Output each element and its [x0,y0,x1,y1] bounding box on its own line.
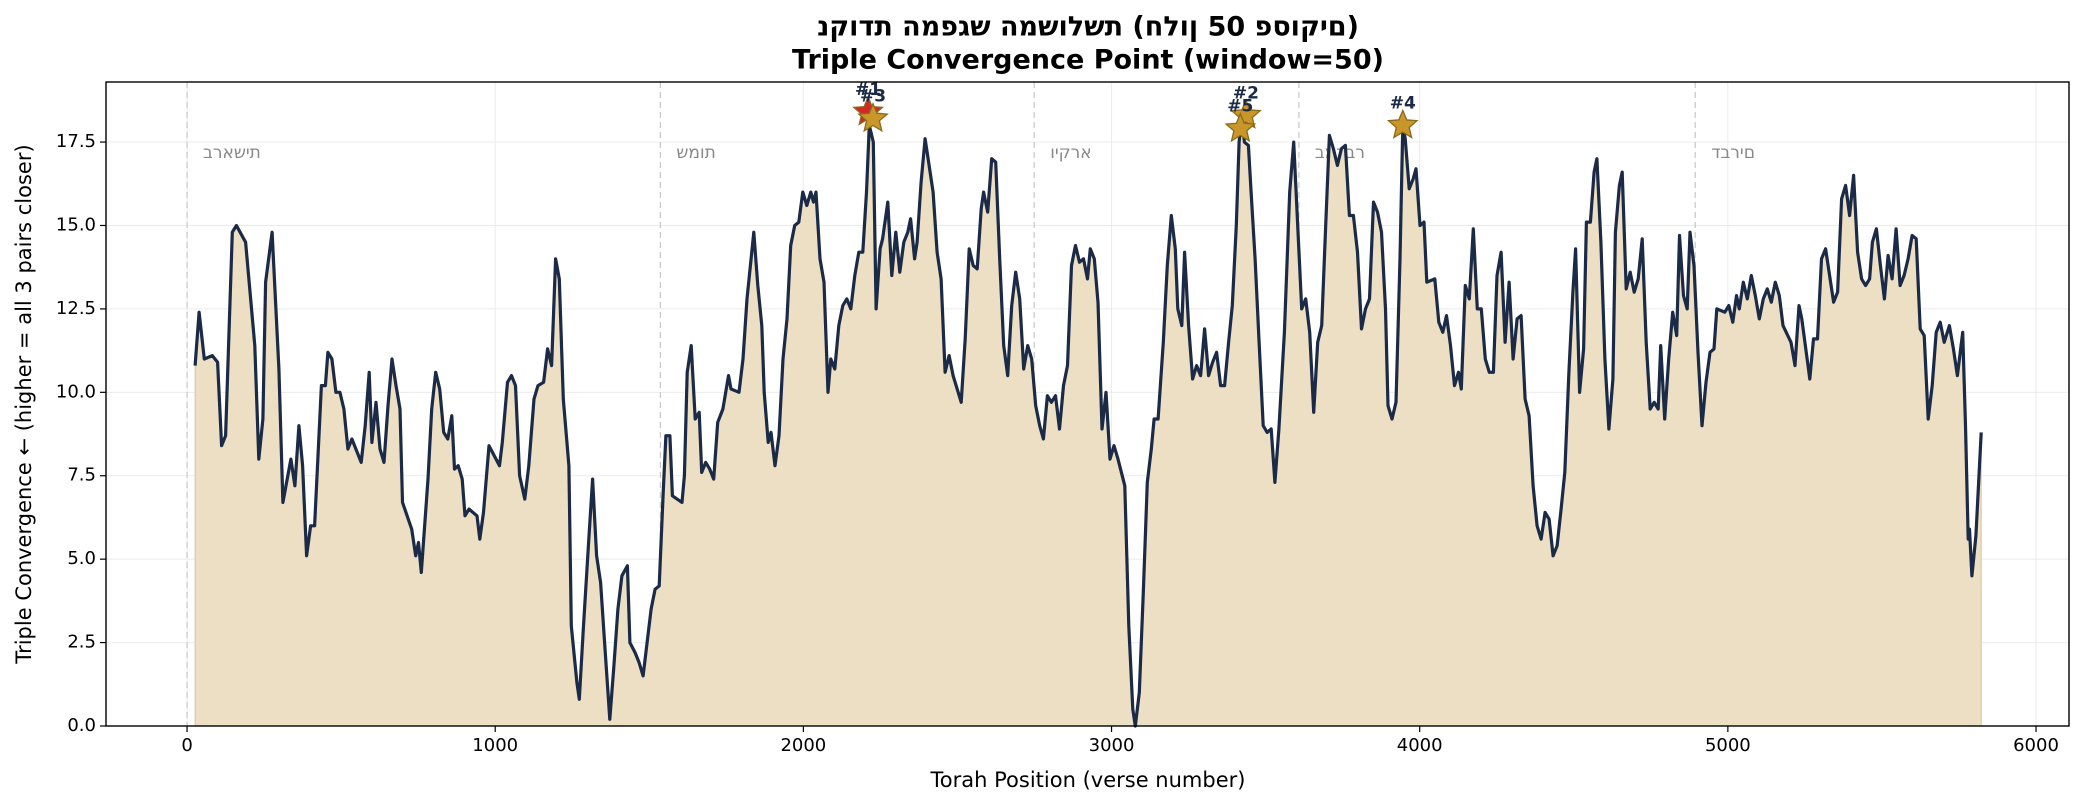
x-tick-label: 1000 [472,735,518,756]
peak-label: #2 [1233,83,1259,103]
peak-star [1224,111,1257,143]
y-tick-label: 5.0 [67,548,96,569]
y-tick-label: 2.5 [67,632,96,653]
plot-frame [105,81,2070,727]
x-tick-label: 5000 [1705,735,1751,756]
peak-label: #4 [1390,93,1416,113]
x-tick-label: 3000 [1089,735,1135,756]
peak-label: #5 [1227,97,1253,117]
book-label: דברים [1711,143,1755,163]
peak-label: #1 [855,80,881,100]
x-tick-label: 4000 [1397,735,1443,756]
y-tick-label: 17.5 [56,131,96,152]
line [193,113,1983,728]
chart-subtitle: Triple Convergence Point (window=50) [792,45,1384,76]
book-label: ויקרא [1050,143,1091,163]
x-tick-label: 0 [181,735,192,756]
x-tick-label: 6000 [2013,735,2059,756]
y-tick-label: 15.0 [56,214,96,235]
book-label: שמות [676,143,715,163]
peak-star [1386,108,1419,139]
y-tick-label: 7.5 [67,465,96,486]
area-fill [194,115,1982,727]
x-tick-label: 2000 [780,735,826,756]
peak-label: #3 [860,87,886,107]
y-tick-label: 10.0 [56,381,96,402]
y-axis-label: Triple Convergence ← (higher = all 3 pai… [12,144,36,664]
book-label: בראשית [203,143,261,163]
y-tick-label: 12.5 [56,298,96,319]
y-tick-label: 0.0 [67,715,96,736]
peak-star [857,102,889,133]
x-axis-label: Torah Position (verse number) [930,768,1246,792]
chart-title: נקודת המפגש המשולשת (חלון 50 פסוקים) [817,12,1359,43]
